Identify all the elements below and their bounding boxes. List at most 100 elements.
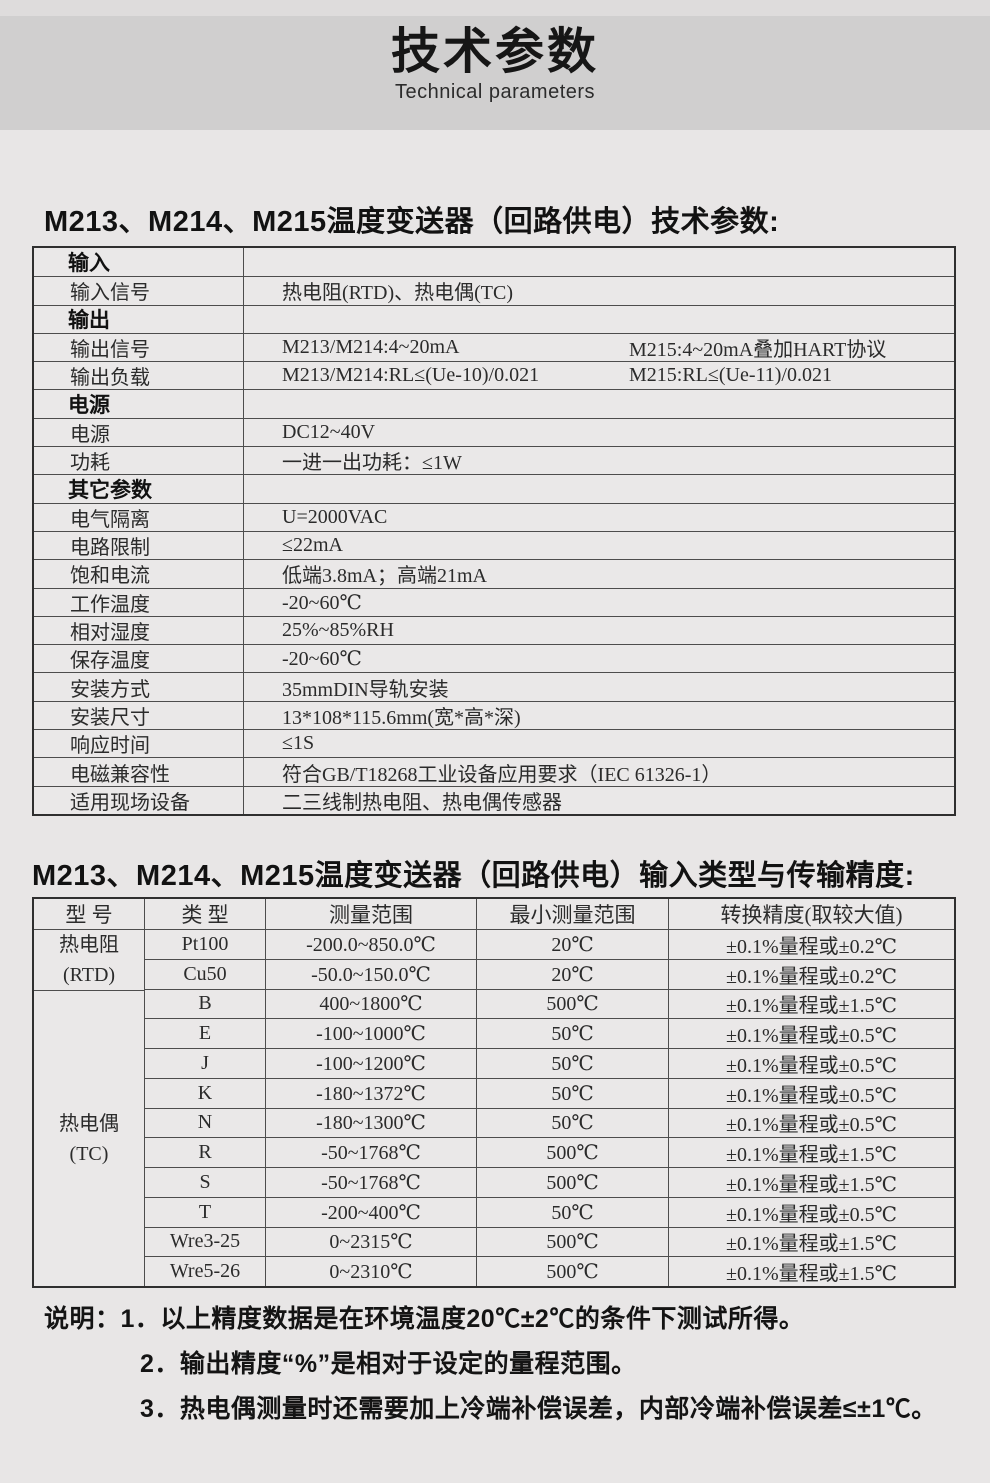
cell-type: Pt100: [145, 930, 266, 959]
group-code: (RTD): [62, 964, 116, 986]
param-label: 电源: [34, 418, 244, 447]
param-value: [244, 390, 954, 417]
cell-accuracy: ±0.1%量程或±0.5℃: [726, 1054, 897, 1077]
cell-min: 50℃: [477, 1197, 669, 1227]
param-value: 25%~85%RH: [282, 619, 394, 642]
cell-min: 500℃: [477, 1227, 669, 1257]
page-subtitle: Technical parameters: [394, 81, 596, 103]
table-row: 电气隔离 U=2000VAC: [34, 502, 954, 531]
table-row: 安装方式 35mmDIN导轨安装: [34, 672, 954, 701]
cell-range: -200~400℃: [266, 1197, 477, 1227]
cell-type: Wre3-25: [145, 1227, 266, 1257]
column-header-model: 型 号: [34, 899, 145, 929]
table-row: J -100~1200℃ 50℃ ±0.1%量程或±0.5℃: [145, 1048, 954, 1078]
param-label: 电路限制: [34, 531, 244, 560]
table-row: T -200~400℃ 50℃ ±0.1%量程或±0.5℃: [145, 1196, 954, 1227]
table-row-section-output: 输出: [34, 304, 954, 333]
cell-accuracy: ±0.1%量程或±1.5℃: [726, 1144, 897, 1167]
cell-range: -50~1768℃: [266, 1138, 477, 1167]
cell-min: 50℃: [477, 1078, 669, 1108]
group-label-tc: 热电偶 (TC): [34, 991, 144, 1286]
column-header-accuracy: 转换精度(取较大值): [720, 903, 903, 927]
param-value: 热电阻(RTD)、热电偶(TC): [282, 282, 513, 305]
table-row: N -180~1300℃ 50℃ ±0.1%量程或±0.5℃: [145, 1107, 954, 1138]
param-value: 低端3.8mA；高端21mA: [282, 565, 487, 588]
cell-min: 20℃: [477, 959, 669, 989]
cell-type: Cu50: [145, 959, 266, 989]
cell-accuracy: ±0.1%量程或±0.5℃: [726, 1084, 897, 1107]
param-label: 工作温度: [34, 588, 244, 616]
table-row: 输出负载 M213/M214:RL≤(Ue-10)/0.021 M215:RL≤(…: [34, 361, 954, 390]
table-row: 功耗 一进一出功耗：≤1W: [34, 446, 954, 475]
param-value: M213/M214:RL≤(Ue-10)/0.021 M215:RL≤(Ue-11…: [282, 364, 832, 387]
group-code: (TC): [69, 1142, 109, 1165]
param-value: 13*108*115.6mm(宽*高*深): [282, 706, 521, 729]
param-label: 相对湿度: [34, 616, 244, 645]
table-row: 工作温度 -20~60℃: [34, 587, 954, 616]
top-strip: [0, 0, 990, 16]
note-line-1: 说明：1．以上精度数据是在环境温度20℃±2℃的条件下测试所得。: [44, 1305, 805, 1333]
table-row: 饱和电流 低端3.8mA；高端21mA: [34, 559, 954, 588]
table-row: 适用现场设备 二三线制热电阻、热电偶传感器: [34, 785, 954, 814]
cell-min: 500℃: [477, 989, 669, 1019]
section1-heading: M213、M214、M215温度变送器（回路供电）技术参数:: [44, 206, 780, 238]
section2-heading: M213、M214、M215温度变送器（回路供电）输入类型与传输精度:: [32, 860, 915, 892]
table-row: 输入信号 热电阻(RTD)、热电偶(TC): [34, 276, 954, 305]
cell-type: N: [145, 1108, 266, 1138]
table-row-section-input: 输入: [34, 248, 954, 277]
param-label: 饱和电流: [34, 560, 244, 588]
param-value: [244, 306, 954, 333]
cell-accuracy: ±0.1%量程或±1.5℃: [726, 1263, 897, 1286]
param-value: U=2000VAC: [282, 505, 388, 528]
group-label-rtd: 热电阻 (RTD): [34, 930, 144, 991]
table-row: R -50~1768℃ 500℃ ±0.1%量程或±1.5℃: [145, 1137, 954, 1167]
table-row: 电磁兼容性 符合GB/T18268工业设备应用要求（IEC 61326-1）: [34, 757, 954, 786]
param-label: 电气隔离: [34, 503, 244, 531]
cell-min: 50℃: [477, 1019, 669, 1048]
cell-accuracy: ±0.1%量程或±0.2℃: [726, 965, 897, 988]
cell-range: -100~1200℃: [266, 1049, 477, 1078]
cell-accuracy: ±0.1%量程或±0.5℃: [726, 1203, 897, 1226]
section-label: 电源: [34, 390, 244, 418]
table-row: E -100~1000℃ 50℃ ±0.1%量程或±0.5℃: [145, 1018, 954, 1048]
data-rows: Pt100 -200.0~850.0℃ 20℃ ±0.1%量程或±0.2℃ Cu…: [145, 930, 954, 1286]
param-value: [244, 248, 954, 276]
cell-type: E: [145, 1019, 266, 1048]
param-label: 输出信号: [34, 333, 244, 362]
param-label: 输出负载: [34, 362, 244, 390]
table-row: 安装尺寸 13*108*115.6mm(宽*高*深): [34, 700, 954, 730]
cell-type: B: [145, 989, 266, 1019]
param-label: 安装尺寸: [34, 701, 244, 730]
table-row-section-other: 其它参数: [34, 474, 954, 503]
cell-type: S: [145, 1168, 266, 1197]
column-header-range: 测量范围: [266, 899, 477, 929]
cell-min: 20℃: [477, 930, 669, 959]
table-body: 热电阻 (RTD) 热电偶 (TC) Pt100 -200.0~850.0℃ 2…: [34, 929, 954, 1286]
group-name: 热电阻: [59, 934, 119, 956]
cell-range: 400~1800℃: [266, 989, 477, 1019]
table-row-section-power: 电源: [34, 389, 954, 418]
cell-accuracy: ±0.1%量程或±1.5℃: [726, 1173, 897, 1196]
table-row: Wre3-25 0~2315℃ 500℃ ±0.1%量程或±1.5℃: [145, 1226, 954, 1257]
cell-accuracy: ±0.1%量程或±0.2℃: [726, 935, 897, 958]
cell-range: -100~1000℃: [266, 1019, 477, 1048]
cell-accuracy: ±0.1%量程或±0.5℃: [726, 1114, 897, 1137]
cell-range: 0~2310℃: [266, 1257, 477, 1286]
param-value: 一进一出功耗：≤1W: [282, 452, 462, 475]
table-row: S -50~1768℃ 500℃ ±0.1%量程或±1.5℃: [145, 1167, 954, 1197]
cell-range: -200.0~850.0℃: [266, 930, 477, 959]
table-row: Pt100 -200.0~850.0℃ 20℃ ±0.1%量程或±0.2℃: [145, 930, 954, 959]
note-line-2: 2．输出精度“%”是相对于设定的量程范围。: [140, 1350, 637, 1378]
column-header-type: 类 型: [145, 899, 266, 929]
param-label: 保存温度: [34, 645, 244, 673]
table-row: 响应时间 ≤1S: [34, 729, 954, 758]
cell-min: 50℃: [477, 1049, 669, 1078]
table-row: Cu50 -50.0~150.0℃ 20℃ ±0.1%量程或±0.2℃: [145, 958, 954, 989]
table-row: 电路限制 ≤22mA: [34, 530, 954, 560]
model-column: 热电阻 (RTD) 热电偶 (TC): [34, 930, 145, 1286]
param-value: 二三线制热电阻、热电偶传感器: [282, 791, 562, 814]
parameters-table: 输入 输入信号 热电阻(RTD)、热电偶(TC) 输出 输出信号 M213/M2…: [32, 246, 956, 816]
cell-min: 500℃: [477, 1168, 669, 1197]
param-label: 功耗: [34, 447, 244, 475]
